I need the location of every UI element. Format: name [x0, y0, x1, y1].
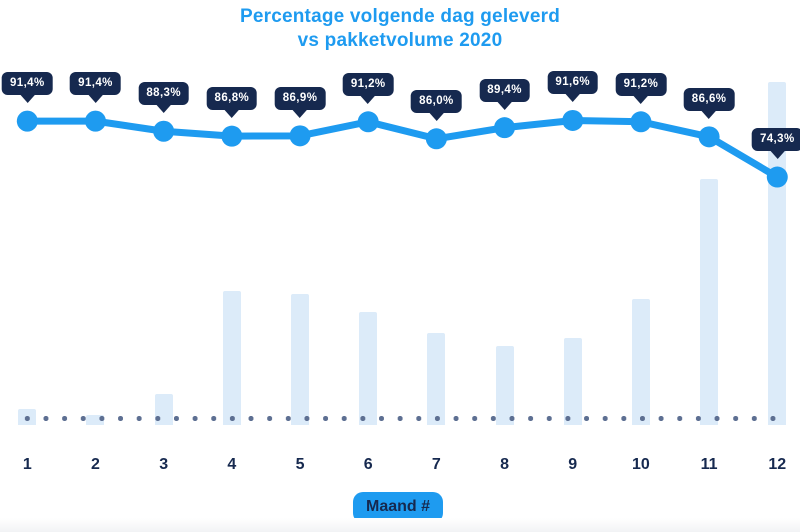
- value-callout-label: 91,6%: [555, 76, 591, 89]
- chart-title-line-2: vs pakketvolume 2020: [297, 30, 503, 51]
- data-point-marker: [289, 125, 311, 147]
- volume-bar: [291, 293, 310, 425]
- value-callout-label: 89,4%: [487, 83, 522, 96]
- data-point-marker: [425, 128, 447, 150]
- value-callout: 91,2%: [342, 72, 394, 96]
- value-callout-label: 86,9%: [282, 91, 318, 104]
- x-axis-title-badge: Maand #: [352, 492, 444, 523]
- x-axis-label: 10: [632, 456, 650, 473]
- value-callout: 91,6%: [547, 71, 599, 95]
- value-callout: 86,6%: [683, 87, 735, 111]
- value-callout-label: 91,2%: [623, 77, 659, 90]
- value-callout-label: 91,4%: [78, 77, 113, 90]
- x-axis-label: 5: [295, 456, 305, 473]
- x-axis-label: 4: [227, 456, 237, 473]
- x-axis-label: 11: [700, 456, 718, 473]
- volume-bar: [222, 290, 241, 425]
- volume-bar: [700, 179, 719, 425]
- chart-title: Percentage volgende dag geleverd vs pakk…: [0, 5, 800, 53]
- x-axis-label: 2: [91, 456, 100, 473]
- value-callout: 91,4%: [1, 72, 53, 96]
- x-axis-label: 12: [768, 456, 787, 473]
- data-point-marker: [494, 117, 516, 139]
- volume-bar: [359, 312, 378, 425]
- value-callout: 86,9%: [274, 86, 326, 110]
- footer-strip: [0, 518, 800, 532]
- volume-bar: [427, 333, 446, 425]
- data-point-marker: [698, 126, 720, 148]
- value-callout: 86,8%: [206, 87, 258, 111]
- x-axis-label: 7: [431, 456, 441, 473]
- value-callout: 86,0%: [411, 89, 462, 113]
- value-callout-label: 91,4%: [9, 77, 45, 90]
- volume-bar: [631, 299, 650, 425]
- value-callout-label: 74,3%: [759, 133, 795, 146]
- value-callout: 89,4%: [479, 78, 530, 102]
- value-callout-label: 86,6%: [691, 92, 727, 105]
- value-callout-label: 88,3%: [146, 87, 181, 100]
- data-point-marker: [357, 111, 379, 133]
- value-callout-label: 91,2%: [350, 77, 386, 90]
- value-callout-label: 86,8%: [214, 92, 250, 105]
- value-callout: 91,2%: [615, 72, 667, 96]
- percentage-line: [23, 116, 781, 181]
- x-axis-label: 6: [363, 456, 373, 473]
- data-point-marker: [16, 110, 38, 132]
- value-callout: 74,3%: [751, 128, 800, 152]
- value-callout-label: 86,0%: [419, 94, 454, 107]
- x-axis-label: 1: [22, 456, 32, 473]
- data-point-marker: [221, 125, 243, 147]
- data-point-marker: [153, 120, 175, 142]
- baseline-dotted-line: [18, 415, 782, 422]
- volume-bar: [495, 346, 514, 425]
- data-point-marker: [562, 109, 584, 131]
- volume-bar: [563, 337, 582, 425]
- value-callout: 88,3%: [138, 82, 189, 106]
- x-axis-label: 3: [159, 456, 169, 473]
- data-point-marker: [84, 110, 106, 132]
- chart-title-line-1: Percentage volgende dag geleverd: [239, 6, 560, 27]
- x-axis-label: 9: [568, 456, 578, 473]
- data-point-marker: [630, 111, 652, 133]
- value-callout: 91,4%: [70, 72, 121, 96]
- x-axis-label: 8: [500, 456, 509, 473]
